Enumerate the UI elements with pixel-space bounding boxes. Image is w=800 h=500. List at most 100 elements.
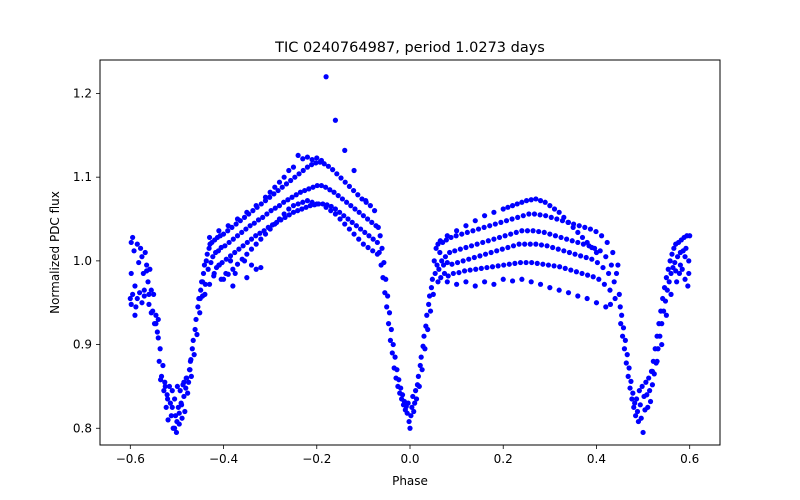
data-point xyxy=(362,229,368,236)
data-point xyxy=(177,388,183,394)
data-point xyxy=(447,249,453,256)
data-point xyxy=(506,261,512,267)
data-point xyxy=(206,234,213,241)
data-point xyxy=(659,321,665,327)
data-point xyxy=(495,263,501,269)
data-point xyxy=(573,269,580,275)
data-point xyxy=(155,316,161,323)
data-point xyxy=(422,346,428,352)
data-point xyxy=(529,259,535,266)
data-point xyxy=(523,259,529,266)
data-point xyxy=(174,418,180,425)
data-point xyxy=(185,379,192,385)
data-point xyxy=(346,183,352,189)
data-point xyxy=(160,362,166,369)
data-point xyxy=(437,249,443,256)
data-point xyxy=(337,216,343,222)
data-point xyxy=(633,396,640,402)
data-point xyxy=(575,239,581,246)
data-point xyxy=(474,241,480,247)
x-tick-label: −0.6 xyxy=(116,452,145,466)
data-point xyxy=(314,201,320,207)
data-point xyxy=(463,223,469,229)
data-point xyxy=(407,425,413,431)
data-point xyxy=(598,233,605,239)
data-point xyxy=(551,263,557,269)
data-point xyxy=(183,375,189,381)
data-point xyxy=(519,228,525,234)
data-point xyxy=(502,233,508,239)
data-point xyxy=(161,388,167,394)
data-point xyxy=(162,379,168,385)
data-point xyxy=(385,321,392,327)
data-point xyxy=(268,208,274,214)
data-point xyxy=(309,199,315,205)
data-point xyxy=(327,187,333,193)
x-axis-title: Phase xyxy=(392,474,428,488)
x-tick-label: 0.4 xyxy=(587,452,606,466)
data-point xyxy=(197,310,203,316)
data-point xyxy=(564,236,570,242)
data-point xyxy=(188,357,194,363)
data-point xyxy=(183,385,189,391)
data-point xyxy=(164,396,171,402)
data-point xyxy=(593,249,600,256)
chart-title: TIC 0240764987, period 1.0273 days xyxy=(274,40,545,56)
data-point xyxy=(185,390,191,396)
data-point xyxy=(604,239,610,246)
y-axis: 0.8 0.9 1.0 1.1 1.2 xyxy=(73,86,100,435)
data-point xyxy=(554,216,560,222)
data-point xyxy=(442,254,449,260)
data-point xyxy=(244,251,250,257)
data-point xyxy=(503,218,510,224)
data-point xyxy=(144,268,150,274)
data-point xyxy=(262,194,269,200)
data-point xyxy=(547,285,553,291)
data-point xyxy=(220,276,227,282)
data-point xyxy=(370,236,376,242)
data-point xyxy=(314,155,320,161)
data-point xyxy=(645,404,651,410)
data-point xyxy=(510,243,517,249)
data-point xyxy=(272,221,278,227)
x-tick-label: −0.2 xyxy=(302,452,331,466)
data-point xyxy=(383,276,389,282)
data-point xyxy=(309,157,315,163)
data-point xyxy=(485,238,491,244)
data-point xyxy=(512,260,518,266)
data-point xyxy=(480,239,486,246)
data-point xyxy=(537,281,544,287)
data-point xyxy=(313,160,319,166)
data-point xyxy=(621,346,628,352)
data-point xyxy=(626,365,632,371)
data-point xyxy=(328,203,334,210)
data-point xyxy=(133,304,139,310)
data-point xyxy=(134,241,140,247)
data-point xyxy=(523,198,530,204)
data-point xyxy=(427,308,434,314)
data-point xyxy=(515,214,521,220)
data-point xyxy=(210,254,216,260)
data-point xyxy=(163,404,169,410)
data-point xyxy=(456,269,462,276)
data-point xyxy=(130,234,136,241)
data-point xyxy=(590,274,596,280)
data-point xyxy=(241,214,248,220)
data-point xyxy=(522,241,528,247)
x-tick-label: 0.0 xyxy=(400,452,419,466)
data-point xyxy=(267,194,273,200)
data-point xyxy=(491,281,497,287)
data-point xyxy=(519,276,525,282)
data-point xyxy=(605,270,612,277)
data-point xyxy=(227,258,234,264)
data-point xyxy=(137,245,144,251)
data-point xyxy=(496,234,503,241)
data-point xyxy=(386,310,393,316)
data-point xyxy=(453,233,459,239)
data-point xyxy=(437,238,443,244)
data-point xyxy=(132,312,138,318)
data-point xyxy=(464,229,470,236)
data-point xyxy=(425,326,431,333)
data-point xyxy=(450,270,456,277)
data-point xyxy=(445,273,451,279)
